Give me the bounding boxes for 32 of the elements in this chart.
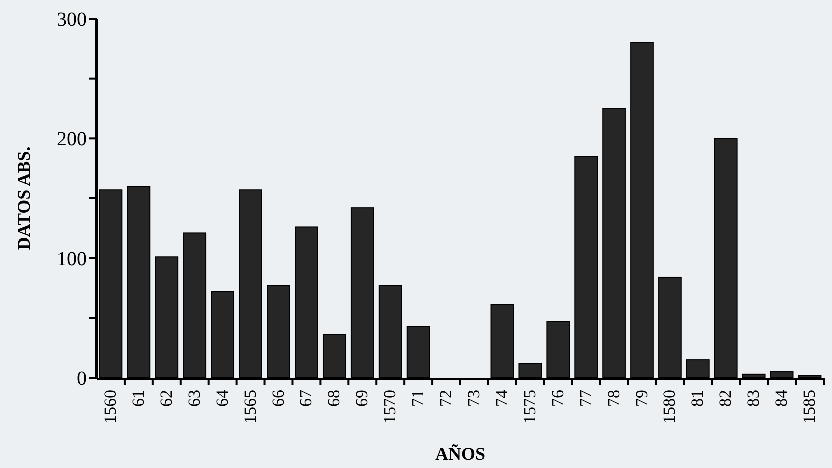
y-axis-title: DATOS ABS. [14, 146, 34, 250]
x-tick-label: 1565 [240, 390, 260, 424]
x-tick-label: 62 [156, 390, 176, 407]
y-tick-label: 0 [77, 368, 87, 390]
x-tick-label: 1570 [380, 390, 400, 424]
x-tick-label: 83 [744, 390, 764, 407]
x-tick-label: 66 [268, 390, 288, 407]
x-tick-label: 1585 [800, 390, 820, 424]
x-tick-label: 76 [548, 390, 568, 407]
x-tick-label: 74 [492, 390, 512, 407]
x-tick-label: 68 [324, 390, 344, 407]
x-tick-label: 78 [604, 390, 624, 407]
x-tick-label: 1575 [520, 390, 540, 424]
x-tick-label: 71 [408, 390, 428, 407]
x-tick-label: 61 [128, 390, 148, 407]
x-tick-label: 1560 [100, 390, 120, 424]
y-tick-label: 300 [57, 9, 87, 31]
x-tick-label: 1580 [660, 390, 680, 424]
y-tick-label: 100 [57, 248, 87, 270]
x-tick-label: 67 [296, 390, 316, 407]
x-tick-label: 81 [688, 390, 708, 407]
x-tick-label: 69 [352, 390, 372, 407]
x-tick-label: 79 [632, 390, 652, 407]
y-tick-label: 200 [57, 128, 87, 151]
x-tick-label: 84 [772, 390, 792, 407]
x-tick-label: 82 [716, 390, 736, 407]
x-tick-label: 73 [464, 390, 484, 407]
x-axis-title: AÑOS [435, 444, 486, 464]
x-tick-label: 72 [436, 390, 456, 407]
x-tick-label: 77 [576, 390, 596, 407]
x-tick-label: 64 [212, 390, 232, 407]
x-tick-label: 63 [184, 390, 204, 407]
